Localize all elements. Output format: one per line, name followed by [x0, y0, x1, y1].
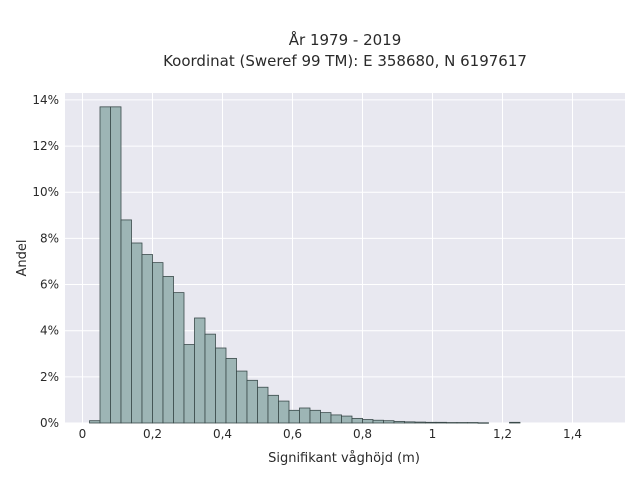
histogram-bar	[278, 400, 290, 424]
histogram-bar	[309, 409, 321, 424]
x-tick-label: 0	[79, 427, 87, 441]
histogram-bar	[288, 409, 300, 424]
y-tick-label: 10%	[32, 185, 59, 199]
histogram-bar	[425, 421, 437, 424]
histogram-bar	[330, 414, 342, 424]
x-tick-label: 0,2	[143, 427, 162, 441]
histogram-bar	[99, 106, 111, 424]
y-tick-label: 12%	[32, 139, 59, 153]
x-tick-label: 1,4	[563, 427, 582, 441]
histogram-bar	[477, 422, 489, 424]
histogram-bar	[372, 419, 384, 424]
y-tick-label: 4%	[40, 324, 59, 338]
y-tick-label: 0%	[40, 416, 59, 430]
chart-subtitle: Koordinat (Sweref 99 TM): E 358680, N 61…	[163, 52, 527, 70]
x-tick-label: 1,2	[493, 427, 512, 441]
y-tick-label: 8%	[40, 231, 59, 245]
bars	[89, 106, 521, 424]
histogram-bar	[194, 317, 206, 424]
y-tick-label: 6%	[40, 278, 59, 292]
histogram-bar	[509, 421, 521, 424]
histogram-bar	[110, 106, 122, 424]
histogram-bar	[393, 420, 405, 424]
histogram-bar	[225, 357, 237, 424]
histogram-bar	[236, 370, 248, 424]
histogram-bar	[141, 254, 153, 424]
histogram-bar	[351, 417, 363, 424]
histogram-bar	[414, 421, 426, 424]
histogram-bar	[467, 422, 479, 424]
y-tick-label: 2%	[40, 370, 59, 384]
histogram-bar	[131, 242, 143, 424]
y-tick-label: 14%	[32, 93, 59, 107]
histogram-bar	[152, 262, 164, 424]
histogram-bar	[435, 421, 447, 424]
x-axis-ticks: 0 0,2 0,4 0,6 0,8 1 1,2 1,4	[79, 427, 582, 441]
histogram-bar	[173, 292, 185, 424]
y-axis-ticks: 0% 2% 4% 6% 8% 10% 12% 14%	[32, 93, 59, 430]
x-axis-label: Signifikant våghöjd (m)	[268, 451, 420, 466]
histogram-bar	[362, 419, 374, 424]
histogram-bar	[456, 422, 468, 424]
x-tick-label: 1	[429, 427, 437, 441]
histogram-bar	[404, 421, 416, 424]
histogram-bar	[383, 420, 395, 424]
histogram-bar	[204, 333, 216, 424]
histogram-bar	[183, 344, 195, 424]
histogram-bar	[246, 379, 258, 424]
histogram-bar	[341, 415, 353, 424]
x-tick-label: 0,6	[283, 427, 302, 441]
x-tick-label: 0,8	[353, 427, 372, 441]
chart-title: År 1979 - 2019	[289, 30, 402, 49]
histogram-bar	[120, 219, 132, 424]
histogram-bar	[320, 412, 332, 424]
histogram-bar	[215, 347, 227, 424]
histogram-bar	[267, 394, 279, 424]
histogram-bar	[89, 420, 101, 424]
x-tick-label: 0,4	[213, 427, 232, 441]
histogram-bar	[257, 386, 269, 424]
histogram-bar	[299, 407, 311, 424]
histogram-bar	[162, 276, 174, 424]
y-axis-label: Andel	[15, 240, 30, 277]
histogram-bar	[446, 422, 458, 424]
